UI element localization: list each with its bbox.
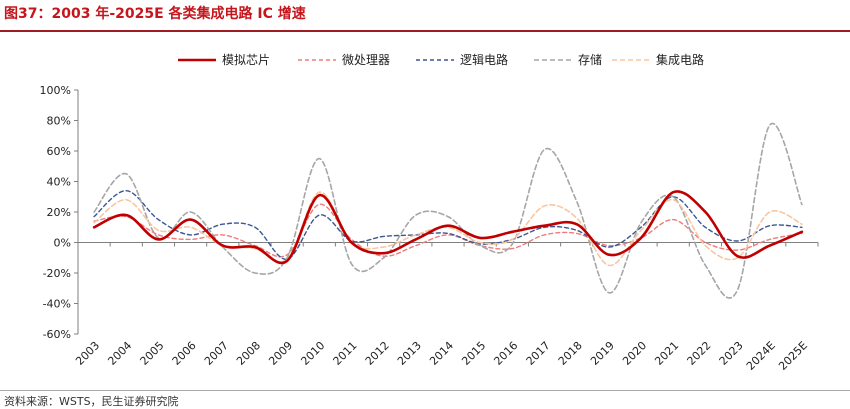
y-tick-label: 40% [47, 176, 71, 189]
y-tick-label: 60% [47, 145, 71, 158]
series-line [93, 203, 803, 258]
x-tick-label: 2014 [427, 339, 456, 368]
y-tick-label: 80% [47, 115, 71, 128]
x-tick-label: 2015 [459, 339, 488, 368]
line-chart: 模拟芯片 微处理器 逻辑电路 存储 集成电路 -60% -40% -20% 0% 20% 40% 6… [40, 52, 819, 373]
x-axis: 2003 2004 2005 2006 2007 2008 2009 2010 2011 2012… [73, 242, 819, 373]
x-tick-label: 2024E [744, 339, 778, 373]
x-tick-label: 2020 [620, 339, 649, 368]
series-lines [92, 122, 804, 299]
series-line [93, 189, 803, 260]
y-tick-label: -60% [43, 328, 71, 341]
x-tick-label: 2003 [73, 339, 102, 368]
chart-legend: 模拟芯片 微处理器 逻辑电路 存储 集成电路 [178, 52, 704, 67]
y-tick-label: 20% [47, 206, 71, 219]
legend-label: 模拟芯片 [222, 53, 270, 67]
legend-label: 逻辑电路 [460, 52, 508, 67]
x-tick-label: 2019 [588, 339, 617, 368]
x-tick-label: 2022 [685, 339, 714, 368]
y-tick-label: 100% [40, 84, 71, 97]
x-tick-label: 2005 [138, 339, 167, 368]
source-note: 资料来源：WSTS，民生证券研究院 [4, 395, 179, 408]
figure-title: 图37：2003 年-2025E 各类集成电路 IC 增速 [4, 6, 306, 22]
legend-item: 存储 [534, 52, 602, 67]
x-tick-label: 2018 [556, 339, 585, 368]
series-line [92, 190, 804, 265]
x-tick-label: 2016 [491, 339, 520, 368]
y-tick-label: -20% [43, 267, 71, 280]
x-tick-label: 2025E [776, 339, 810, 373]
legend-item: 集成电路 [612, 52, 704, 67]
legend-label: 存储 [578, 52, 602, 67]
legend-label: 微处理器 [342, 53, 390, 67]
x-tick-label: 2008 [234, 339, 263, 368]
title-divider [0, 30, 850, 32]
x-tick-label: 2011 [331, 339, 360, 368]
x-tick-label: 2017 [524, 339, 553, 368]
y-tick-label: 0% [54, 237, 71, 250]
x-tick-label: 2021 [652, 339, 681, 368]
x-tick-label: 2023 [717, 339, 746, 368]
x-tick-label: 2009 [266, 339, 295, 368]
x-tick-label: 2012 [363, 339, 392, 368]
x-tick-label: 2010 [298, 339, 327, 368]
legend-item: 逻辑电路 [416, 52, 508, 67]
x-tick-label: 2004 [105, 339, 134, 368]
x-tick-label: 2013 [395, 339, 424, 368]
legend-item: 模拟芯片 [178, 53, 270, 67]
legend-label: 集成电路 [656, 52, 704, 67]
x-tick-label: 2007 [202, 339, 231, 368]
y-tick-label: -40% [43, 298, 71, 311]
legend-item: 微处理器 [298, 53, 390, 67]
y-axis: -60% -40% -20% 0% 20% 40% 60% 80% 100% [40, 84, 79, 341]
x-tick-label: 2006 [170, 339, 199, 368]
series-line [93, 122, 803, 299]
footer-divider [0, 390, 850, 391]
